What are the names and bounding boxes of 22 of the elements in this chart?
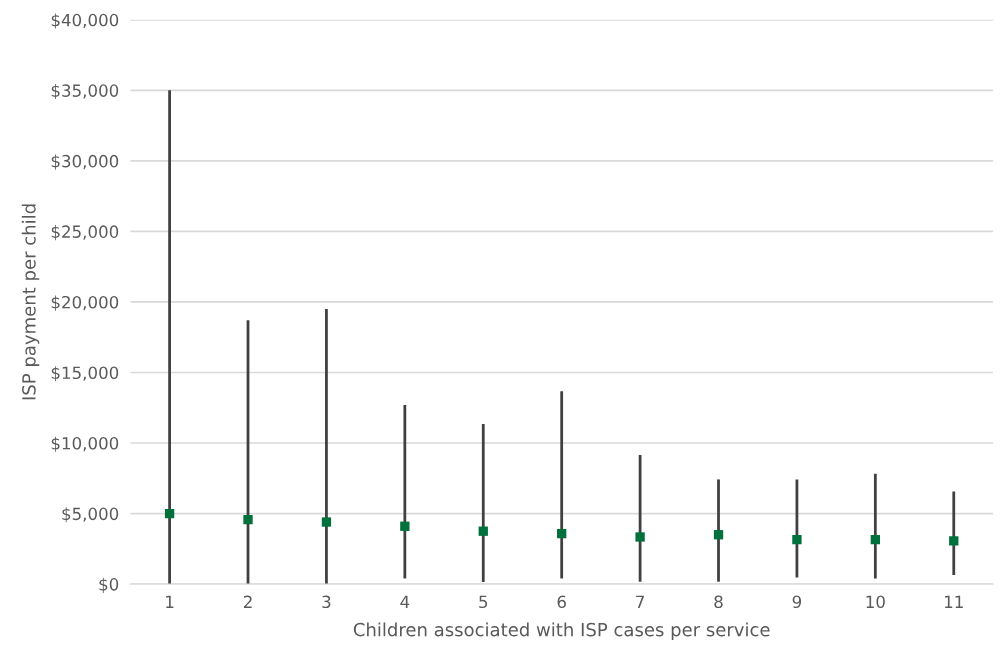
x-tick-label: 5 [479,595,488,609]
y-tick-label: $20,000 [51,295,119,311]
x-tick-label: 7 [636,595,644,608]
x-tick-label: 11 [944,595,963,608]
x-tick-label: 10 [866,595,885,609]
y-tick-label: $30,000 [51,154,119,170]
y-tick-label: $25,000 [51,225,119,241]
y-tick-label: $40,000 [51,13,119,29]
x-tick-label: 3 [322,595,331,609]
y-tick-label: $10,000 [51,436,119,452]
y-tick-label: $35,000 [51,84,119,100]
x-tick-label: 1 [166,595,174,608]
x-axis-title: Children associated with ISP cases per service [353,622,770,640]
y-tick-label: $0 [99,577,119,593]
x-tick-label: 6 [557,595,566,609]
y-tick-label: $15,000 [51,366,119,382]
y-tick-label: $5,000 [62,507,119,523]
y-axis-title: ISP payment per child [21,204,40,400]
x-tick-label: 8 [714,595,723,609]
x-tick-label: 2 [243,595,252,608]
x-tick-label: 4 [400,595,410,608]
x-tick-label: 9 [792,595,802,609]
